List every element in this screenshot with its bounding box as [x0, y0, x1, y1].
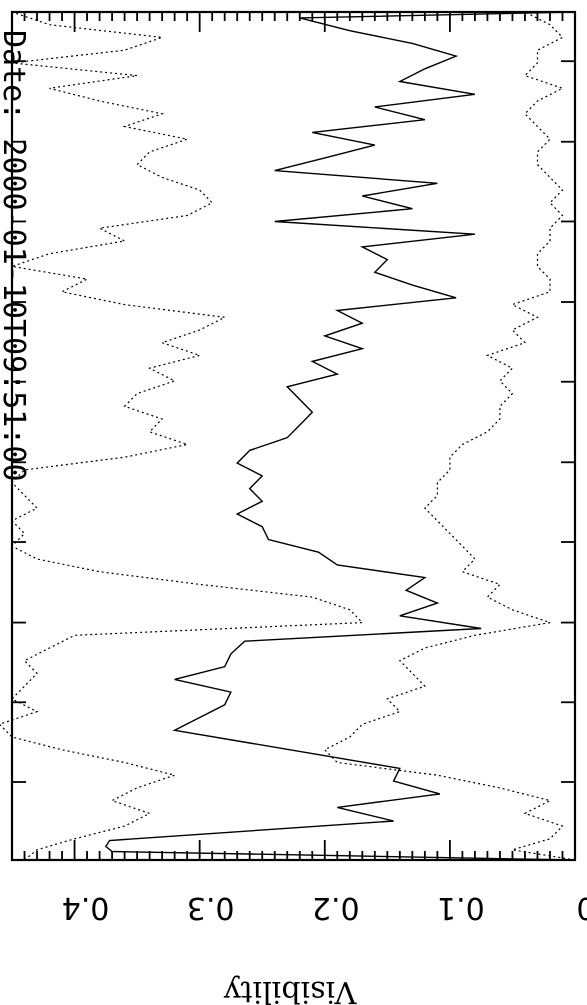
plot-frame — [10, 10, 577, 862]
series-line-dotted-2 — [323, 11, 576, 861]
y-axis-title: Visibility — [224, 974, 358, 1005]
chart-top-text: Date: 2000-01-10T09:51:00 — [0, 30, 31, 482]
y-tick-label: 0.3 — [187, 890, 235, 925]
plot-area — [0, 11, 576, 861]
y-tick-label: 0.4 — [62, 890, 110, 925]
y-tick-label: 0.2 — [312, 890, 360, 925]
series-line-dotted-1 — [0, 11, 364, 861]
series-line-solid — [104, 11, 576, 861]
y-axis: 0 0.1 0.2 0.3 0.4 — [10, 10, 587, 925]
y-tick-label: 0 — [576, 890, 587, 925]
y-tick-label: 0.1 — [437, 890, 485, 925]
